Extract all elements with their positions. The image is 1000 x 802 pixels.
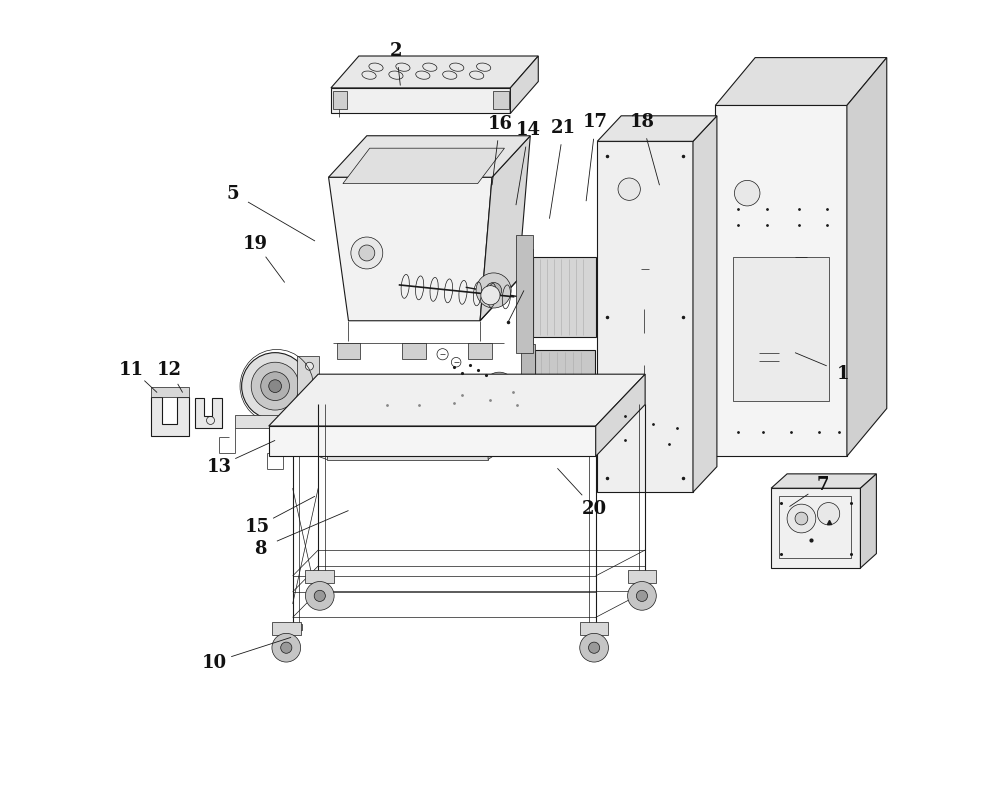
Polygon shape [580,622,608,635]
Polygon shape [519,249,533,345]
Text: 2: 2 [390,42,403,59]
Circle shape [481,286,500,306]
Circle shape [492,382,506,396]
Circle shape [628,581,656,610]
Polygon shape [586,624,605,630]
Polygon shape [329,178,492,322]
Text: 8: 8 [255,540,267,557]
Polygon shape [715,107,847,457]
Polygon shape [516,235,533,353]
Polygon shape [329,136,530,178]
Polygon shape [151,387,189,397]
Polygon shape [331,57,538,89]
Circle shape [787,504,816,533]
Polygon shape [333,92,347,111]
Bar [779,496,851,559]
Circle shape [269,380,282,393]
Polygon shape [597,116,717,142]
Polygon shape [283,431,464,444]
Circle shape [817,503,840,525]
Polygon shape [402,343,426,359]
Circle shape [734,181,760,207]
Circle shape [359,245,375,261]
Text: 10: 10 [202,654,227,671]
Circle shape [795,512,808,525]
Circle shape [305,581,334,610]
Polygon shape [151,397,189,437]
Polygon shape [535,350,595,427]
Polygon shape [521,344,535,433]
Polygon shape [309,573,328,578]
Polygon shape [771,488,860,569]
Text: 19: 19 [243,234,268,253]
Polygon shape [297,356,319,417]
Polygon shape [464,425,474,444]
Polygon shape [693,116,717,492]
Polygon shape [597,142,693,492]
Circle shape [483,373,515,404]
Text: 17: 17 [583,113,608,132]
Text: 15: 15 [245,518,270,536]
Polygon shape [269,427,596,457]
Text: 21: 21 [551,119,576,137]
Polygon shape [283,624,302,630]
Polygon shape [771,474,876,488]
Circle shape [589,642,600,654]
Text: 20: 20 [582,500,607,517]
Polygon shape [847,59,887,457]
Text: 13: 13 [207,457,232,476]
Circle shape [314,590,325,602]
Circle shape [251,363,299,411]
Circle shape [486,283,502,299]
Text: 12: 12 [157,360,182,378]
Polygon shape [493,92,509,111]
Polygon shape [533,257,596,338]
Polygon shape [628,571,656,583]
Circle shape [618,179,640,201]
Bar [733,257,829,401]
Text: 7: 7 [817,476,829,493]
Circle shape [305,363,313,371]
Circle shape [305,403,313,411]
Text: 18: 18 [629,113,654,132]
Polygon shape [272,622,301,635]
Text: 5: 5 [227,185,239,203]
Polygon shape [860,474,876,569]
Text: 14: 14 [516,121,541,140]
Polygon shape [195,399,222,429]
Polygon shape [480,136,530,322]
Polygon shape [337,343,360,359]
Circle shape [476,273,511,309]
Circle shape [242,353,309,420]
Text: 16: 16 [488,115,512,133]
Circle shape [636,590,648,602]
Text: 11: 11 [119,360,144,378]
Polygon shape [636,573,655,578]
Polygon shape [468,343,492,359]
Polygon shape [596,375,645,457]
Polygon shape [715,59,887,107]
Polygon shape [510,57,538,114]
Polygon shape [327,448,488,460]
Circle shape [580,634,608,662]
Circle shape [281,642,292,654]
Polygon shape [331,89,510,114]
Polygon shape [305,571,334,583]
Text: 1: 1 [837,364,849,382]
Polygon shape [339,409,348,428]
Circle shape [351,237,383,269]
Circle shape [272,634,301,662]
Polygon shape [235,415,339,428]
Polygon shape [343,149,504,184]
Circle shape [261,372,289,401]
Polygon shape [488,441,498,460]
Polygon shape [269,375,645,427]
